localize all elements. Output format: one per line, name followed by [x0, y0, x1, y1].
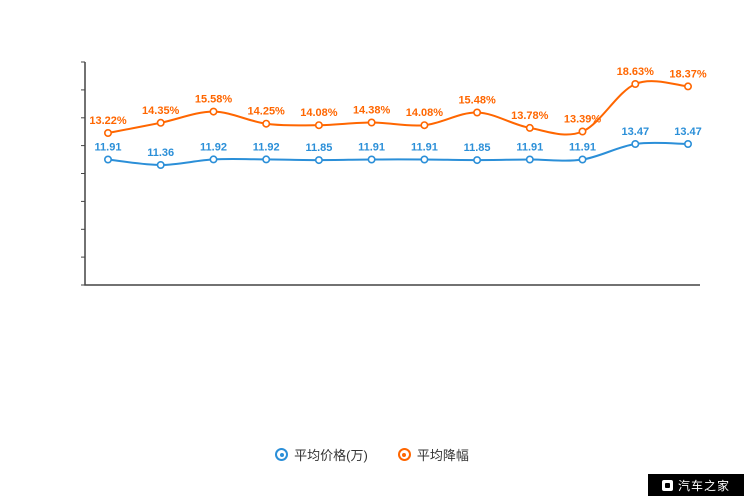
- data-label: 14.08%: [406, 107, 444, 119]
- watermark: 汽车之家: [648, 474, 744, 496]
- legend-marker-blue-icon: [275, 448, 289, 461]
- legend-marker-orange-icon: [397, 448, 411, 461]
- data-point-marker[interactable]: [104, 155, 113, 164]
- data-label: 13.22%: [89, 115, 127, 127]
- data-label: 14.35%: [142, 105, 180, 117]
- data-point-marker[interactable]: [631, 140, 640, 149]
- data-label: 11.85: [305, 142, 332, 154]
- data-label: 13.47: [622, 126, 650, 138]
- data-label: 11.36: [147, 147, 174, 159]
- data-label: 11.91: [569, 142, 596, 154]
- data-point-marker[interactable]: [525, 155, 534, 164]
- legend-item-avg-discount[interactable]: 平均降幅: [397, 445, 469, 464]
- data-point-marker[interactable]: [367, 155, 376, 164]
- data-label: 14.38%: [353, 105, 391, 117]
- data-point-marker[interactable]: [473, 108, 482, 117]
- watermark-text: 汽车之家: [677, 478, 730, 493]
- data-point-marker[interactable]: [314, 156, 323, 165]
- autohome-logo-icon: [661, 479, 673, 491]
- data-point-marker[interactable]: [156, 118, 165, 127]
- data-label: 11.92: [200, 141, 227, 153]
- data-point-marker[interactable]: [367, 118, 376, 127]
- data-point-marker[interactable]: [209, 107, 218, 116]
- data-label: 15.58%: [195, 94, 233, 106]
- data-point-marker[interactable]: [683, 140, 692, 149]
- data-point-marker[interactable]: [631, 80, 640, 89]
- data-label: 13.78%: [511, 110, 549, 122]
- data-point-marker[interactable]: [156, 161, 165, 170]
- data-label: 11.91: [516, 142, 543, 154]
- data-point-marker[interactable]: [473, 156, 482, 165]
- legend-label-avg-price: 平均价格(万): [294, 448, 368, 463]
- data-label: 18.37%: [669, 68, 707, 80]
- data-label: 11.91: [358, 142, 385, 154]
- data-point-marker[interactable]: [262, 155, 271, 164]
- data-point-marker[interactable]: [104, 129, 113, 138]
- data-point-marker[interactable]: [209, 155, 218, 164]
- data-label: 14.08%: [300, 107, 338, 119]
- data-point-marker[interactable]: [420, 155, 429, 164]
- axis-lines: [84, 62, 700, 286]
- data-point-marker[interactable]: [314, 121, 323, 130]
- data-point-marker[interactable]: [525, 123, 534, 132]
- data-label: 11.92: [253, 141, 280, 153]
- data-point-marker[interactable]: [578, 127, 587, 136]
- series-line-0: [107, 141, 689, 167]
- data-label: 13.47: [674, 126, 702, 138]
- data-point-marker[interactable]: [420, 121, 429, 130]
- data-label: 11.91: [411, 142, 438, 154]
- data-label: 15.48%: [458, 95, 496, 107]
- data-label: 18.63%: [617, 66, 655, 78]
- data-label: 13.39%: [564, 114, 602, 126]
- chart-legend: 平均价格(万) 平均降幅: [0, 445, 744, 464]
- legend-item-avg-price[interactable]: 平均价格(万): [275, 445, 368, 464]
- data-point-marker[interactable]: [262, 119, 271, 128]
- data-point-marker[interactable]: [683, 82, 692, 91]
- legend-label-avg-discount: 平均降幅: [416, 448, 469, 463]
- data-label: 11.85: [464, 142, 491, 154]
- data-point-marker[interactable]: [578, 155, 587, 164]
- data-label: 11.91: [95, 142, 122, 154]
- series-line-1: [107, 80, 689, 136]
- data-label: 14.25%: [248, 106, 286, 118]
